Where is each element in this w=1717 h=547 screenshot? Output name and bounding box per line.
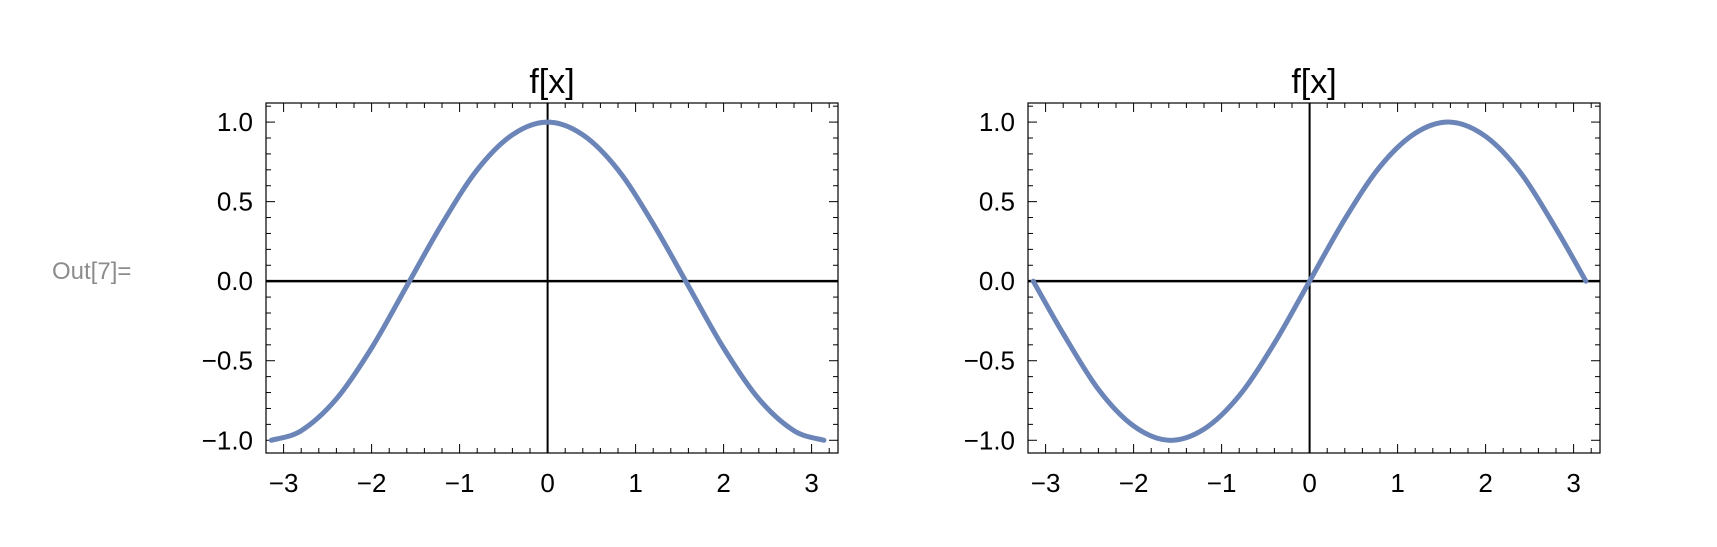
x-tick-label: 2	[716, 468, 730, 498]
y-tick-label: 1.0	[217, 107, 253, 137]
x-tick-label: 3	[804, 468, 818, 498]
chart-title: f[x]	[529, 63, 574, 101]
x-tick-label: −1	[1207, 468, 1237, 498]
chart-title: f[x]	[1291, 63, 1336, 101]
y-tick-label: −1.0	[964, 425, 1015, 455]
y-tick-label: 0.0	[979, 266, 1015, 296]
y-tick-label: 1.0	[979, 107, 1015, 137]
y-tick-label: 0.0	[217, 266, 253, 296]
plot-frame	[265, 102, 839, 454]
plot-panel-1: −3 −2 −1 0 1 2 3 −1.0 −0.5 0.0 0.5 1.0 f[x]	[202, 63, 839, 498]
y-tick-label: −1.0	[202, 425, 253, 455]
x-tick-label: −1	[445, 468, 475, 498]
plot-panel-2: −3 −2 −1 0 1 2 3 −1.0 −0.5 0.0 0.5 1.0 f[x]	[964, 63, 1601, 498]
x-tick-label: −3	[1031, 468, 1061, 498]
x-tick-label: 2	[1478, 468, 1492, 498]
x-tick-label: 0	[540, 468, 554, 498]
x-tick-label: 0	[1302, 468, 1316, 498]
x-tick-label: −2	[1119, 468, 1149, 498]
plot-frame	[1027, 102, 1601, 454]
series-line-1	[268, 119, 827, 443]
y-tick-label: −0.5	[964, 346, 1015, 376]
series-line-1	[1030, 119, 1589, 443]
x-tick-label: −3	[269, 468, 299, 498]
output-label: Out[7]=	[52, 258, 132, 285]
x-tick-label: 1	[1390, 468, 1404, 498]
x-tick-label: 3	[1566, 468, 1580, 498]
x-tick-label: 1	[628, 468, 642, 498]
y-tick-label: 0.5	[217, 187, 253, 217]
y-tick-label: 0.5	[979, 187, 1015, 217]
x-tick-label: −2	[357, 468, 387, 498]
y-tick-label: −0.5	[202, 346, 253, 376]
